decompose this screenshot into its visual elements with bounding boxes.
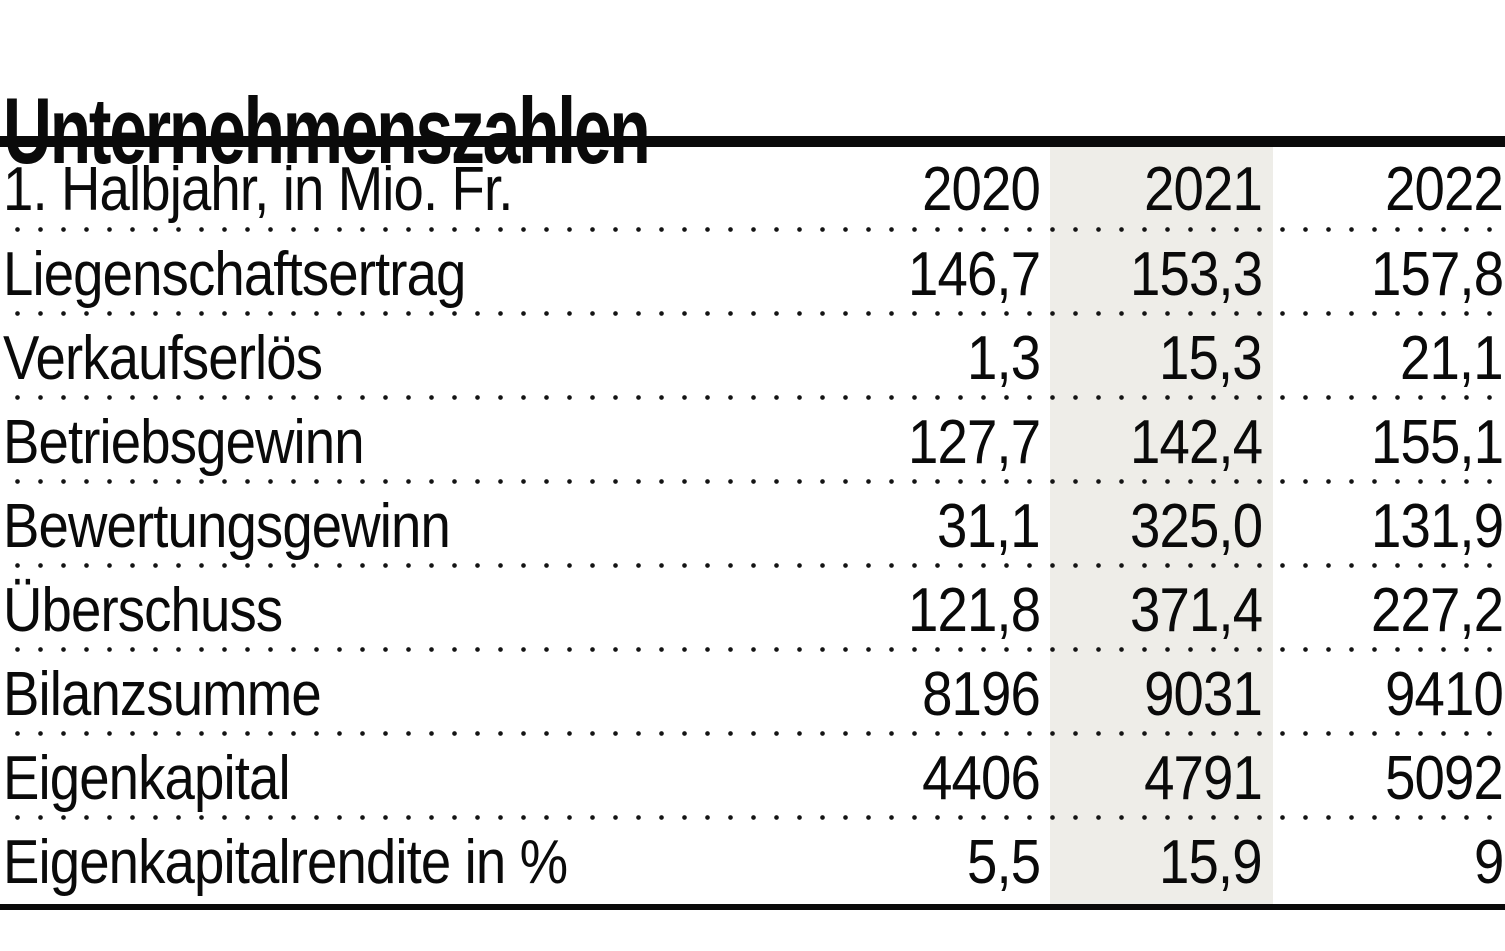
page-title-text: Unternehmenszahlen <box>3 77 651 183</box>
row-label: Verkaufserlös <box>3 323 323 393</box>
row-label: Eigenkapital <box>3 743 291 813</box>
row-value-2020: 146,7 <box>907 239 1041 309</box>
row-value-2020: 127,7 <box>907 407 1041 477</box>
row-value-2021: 15,9 <box>1159 827 1263 897</box>
row-value-2020: 31,1 <box>937 491 1041 561</box>
row-value-2021: 9031 <box>1144 659 1263 729</box>
row-value-2020: 4406 <box>922 743 1041 813</box>
row-label: Liegenschaftsertrag <box>3 239 466 309</box>
header-year-2021: 2021 <box>1144 155 1263 224</box>
table-row: Liegenschaftsertrag 146,7 153,3 157,8 <box>0 232 1505 316</box>
header-year-2022: 2022 <box>1385 155 1504 224</box>
row-value-2022: 157,8 <box>1370 239 1504 309</box>
header-year-2020: 2020 <box>922 155 1041 224</box>
row-value-2021: 15,3 <box>1159 323 1263 393</box>
row-value-2022: 227,2 <box>1370 575 1504 645</box>
table-row: Eigenkapital 4406 4791 5092 <box>0 736 1505 820</box>
table-row: Betriebsgewinn 127,7 142,4 155,1 <box>0 400 1505 484</box>
row-value-2022: 155,1 <box>1370 407 1504 477</box>
row-label: Bewertungsgewinn <box>3 491 451 561</box>
row-value-2022: 131,9 <box>1370 491 1504 561</box>
table-row: Bilanzsumme 8196 9031 9410 <box>0 652 1505 736</box>
row-label: Eigenkapitalrendite in % <box>3 827 568 897</box>
row-value-2020: 5,5 <box>966 827 1041 897</box>
table-row: Eigenkapitalrendite in % 5,5 15,9 9 <box>0 820 1505 904</box>
page-title: Unternehmenszahlen <box>3 73 900 189</box>
row-value-2020: 1,3 <box>966 323 1041 393</box>
row-value-2020: 8196 <box>922 659 1041 729</box>
table-row: Verkaufserlös 1,3 15,3 21,1 <box>0 316 1505 400</box>
table-body: Liegenschaftsertrag 146,7 153,3 157,8 Ve… <box>0 232 1505 904</box>
table-row: Bewertungsgewinn 31,1 325,0 131,9 <box>0 484 1505 568</box>
row-value-2021: 371,4 <box>1129 575 1263 645</box>
row-value-2022: 21,1 <box>1400 323 1504 393</box>
row-label: Bilanzsumme <box>3 659 322 729</box>
row-value-2022: 9410 <box>1385 659 1504 729</box>
row-label: Überschuss <box>3 575 283 645</box>
bottom-rule <box>0 904 1505 910</box>
table-header-row: 1. Halbjahr, in Mio. Fr. 2020 2021 2022 <box>0 147 1505 232</box>
header-unit-label: 1. Halbjahr, in Mio. Fr. <box>3 155 513 224</box>
highlight-band-2021 <box>1050 147 1273 904</box>
row-value-2022: 9 <box>1473 827 1504 897</box>
row-value-2020: 121,8 <box>907 575 1041 645</box>
data-table: 1. Halbjahr, in Mio. Fr. 2020 2021 2022 … <box>0 147 1505 904</box>
row-label: Betriebsgewinn <box>3 407 365 477</box>
table-row: Überschuss 121,8 371,4 227,2 <box>0 568 1505 652</box>
row-value-2021: 142,4 <box>1129 407 1263 477</box>
row-value-2021: 4791 <box>1144 743 1263 813</box>
top-rule <box>0 136 1505 147</box>
row-value-2021: 153,3 <box>1129 239 1263 309</box>
row-value-2022: 5092 <box>1385 743 1504 813</box>
row-value-2021: 325,0 <box>1129 491 1263 561</box>
